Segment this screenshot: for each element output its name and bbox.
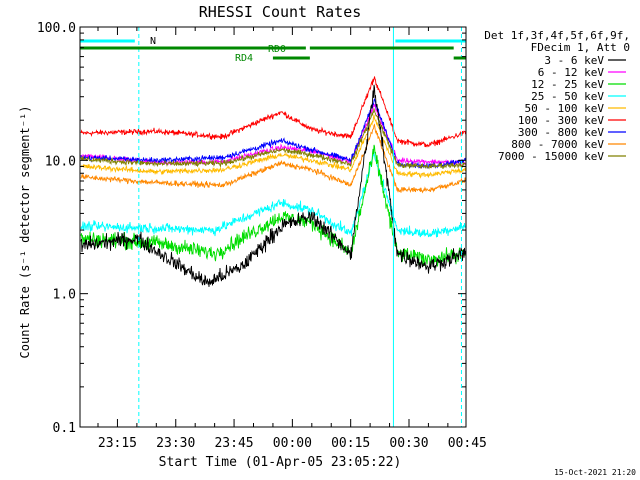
legend-label-7: 800 - 7000 keV [511,138,604,151]
series-line-6 [80,98,466,169]
y-tick-label: 1.0 [53,288,76,303]
x-tick-label: 23:30 [156,436,195,451]
series-line-4 [80,114,466,179]
legend-header-2: FDecim 1, Att 0 [531,41,630,54]
axis-ticks [80,27,466,428]
legend-label-4: 50 - 100 keV [525,102,605,115]
legend-label-6: 300 - 800 keV [518,126,604,139]
series-layer [80,76,466,287]
x-tick-label: 00:30 [389,436,428,451]
legend-header-1: Det 1f,3f,4f,5f,6f,9f, [484,29,630,42]
x-tick-label: 23:45 [214,436,253,451]
chart-title: RHESSI Count Rates [199,3,362,21]
series-line-5 [80,76,466,148]
series-line-1 [80,103,466,167]
legend-label-2: 12 - 25 keV [531,78,604,91]
x-tick-label: 00:15 [331,436,370,451]
series-line-7 [80,123,466,194]
y-tick-label: 10.0 [45,154,76,169]
x-tick-labels: 23:15 23:30 23:45 00:00 00:15 00:30 00:45 [98,436,487,451]
attenuator-state-bars: N RD0 RD4 [80,36,466,64]
state-bar-label-n: N [150,36,156,47]
state-bar-label-rd4: RD4 [235,53,253,64]
footer-timestamp: 15-Oct-2021 21:20 [554,468,636,477]
y-tick-labels: 0.1 1.0 10.0 100.0 [37,21,76,436]
y-tick-label: 100.0 [37,21,76,36]
series-line-3 [80,152,466,238]
y-axis-label: Count Rate (s⁻¹ detector segment⁻¹) [18,106,32,359]
series-line-8 [80,108,466,170]
x-tick-label: 23:15 [98,436,137,451]
x-tick-label: 00:45 [448,436,487,451]
legend-label-5: 100 - 300 keV [518,114,604,127]
legend-label-8: 7000 - 15000 keV [498,150,604,163]
legend-label-3: 25 - 50 keV [531,90,604,103]
state-bar-label-rd0: RD0 [268,44,286,55]
y-tick-label: 0.1 [53,421,76,436]
x-axis-label: Start Time (01-Apr-05 23:05:22) [159,455,402,470]
legend-label-0: 3 - 6 keV [544,54,604,67]
legend: Det 1f,3f,4f,5f,6f,9f, FDecim 1, Att 0 3… [484,29,630,163]
legend-label-1: 6 - 12 keV [538,66,605,79]
series-line-0 [80,84,466,287]
x-tick-label: 00:00 [273,436,312,451]
